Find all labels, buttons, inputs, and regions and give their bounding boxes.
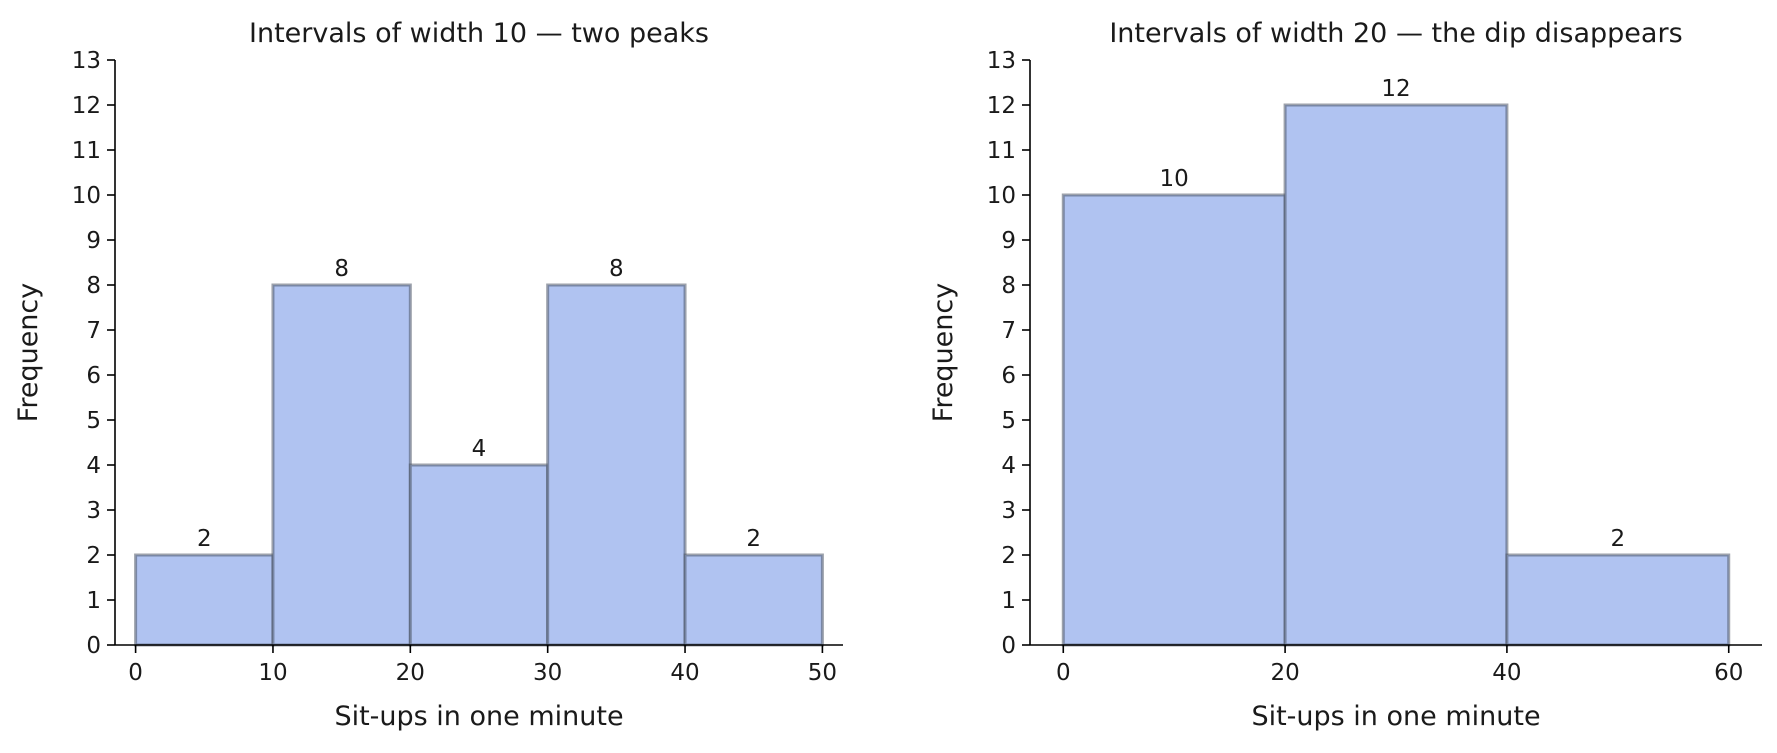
y-axis-label: Frequency bbox=[928, 283, 959, 423]
bar-value-label: 2 bbox=[746, 526, 761, 552]
y-tick-label: 3 bbox=[86, 498, 101, 524]
y-axis-label: Frequency bbox=[13, 283, 44, 423]
y-tick-label: 5 bbox=[86, 408, 101, 434]
y-tick-label: 1 bbox=[86, 588, 101, 614]
x-tick-label: 20 bbox=[1270, 660, 1299, 686]
y-tick-label: 3 bbox=[1001, 498, 1016, 524]
y-tick-label: 8 bbox=[1001, 273, 1016, 299]
y-tick-label: 0 bbox=[86, 633, 101, 659]
y-tick-label: 12 bbox=[987, 93, 1016, 119]
x-tick-label: 30 bbox=[533, 660, 562, 686]
y-tick-label: 13 bbox=[72, 48, 101, 74]
y-tick-label: 4 bbox=[1001, 453, 1016, 479]
y-tick-label: 1 bbox=[1001, 588, 1016, 614]
y-tick-label: 13 bbox=[987, 48, 1016, 74]
x-tick-label: 40 bbox=[670, 660, 699, 686]
y-tick-label: 9 bbox=[1001, 228, 1016, 254]
y-tick-label: 6 bbox=[1001, 363, 1016, 389]
histogram-bar bbox=[135, 555, 273, 645]
bar-value-label: 12 bbox=[1381, 76, 1410, 102]
histogram-bar bbox=[272, 285, 411, 645]
histogram-bar bbox=[547, 285, 686, 645]
y-tick-label: 7 bbox=[1001, 318, 1016, 344]
y-tick-label: 6 bbox=[86, 363, 101, 389]
histogram-bar bbox=[685, 555, 823, 645]
y-tick-label: 11 bbox=[72, 138, 101, 164]
histogram-bar bbox=[1285, 105, 1507, 645]
y-tick-label: 2 bbox=[1001, 543, 1016, 569]
x-tick-label: 10 bbox=[258, 660, 287, 686]
chart-title: Intervals of width 10 — two peaks bbox=[249, 18, 709, 49]
bar-value-label: 10 bbox=[1160, 166, 1189, 192]
y-tick-label: 11 bbox=[987, 138, 1016, 164]
histogram-bar bbox=[1506, 555, 1729, 645]
histogram-bar bbox=[410, 465, 548, 645]
x-axis-label: Sit-ups in one minute bbox=[334, 701, 623, 732]
y-tick-label: 5 bbox=[1001, 408, 1016, 434]
x-tick-label: 60 bbox=[1714, 660, 1743, 686]
y-tick-label: 8 bbox=[86, 273, 101, 299]
bar-value-label: 8 bbox=[334, 256, 349, 282]
y-tick-label: 12 bbox=[72, 93, 101, 119]
y-tick-label: 2 bbox=[86, 543, 101, 569]
x-tick-label: 50 bbox=[808, 660, 837, 686]
x-axis-label: Sit-ups in one minute bbox=[1251, 701, 1540, 732]
y-tick-label: 4 bbox=[86, 453, 101, 479]
histogram-bar bbox=[1063, 195, 1286, 645]
bar-value-label: 2 bbox=[1610, 526, 1625, 552]
y-tick-label: 9 bbox=[86, 228, 101, 254]
y-tick-label: 10 bbox=[987, 183, 1016, 209]
y-tick-label: 7 bbox=[86, 318, 101, 344]
bar-value-label: 8 bbox=[609, 256, 624, 282]
x-tick-label: 40 bbox=[1492, 660, 1521, 686]
bar-value-label: 4 bbox=[472, 436, 487, 462]
x-tick-label: 0 bbox=[1056, 660, 1071, 686]
x-tick-label: 0 bbox=[128, 660, 143, 686]
chart-title: Intervals of width 20 — the dip disappea… bbox=[1109, 18, 1682, 49]
y-tick-label: 0 bbox=[1001, 633, 1016, 659]
x-tick-label: 20 bbox=[396, 660, 425, 686]
bar-value-label: 2 bbox=[197, 526, 212, 552]
y-tick-label: 10 bbox=[72, 183, 101, 209]
